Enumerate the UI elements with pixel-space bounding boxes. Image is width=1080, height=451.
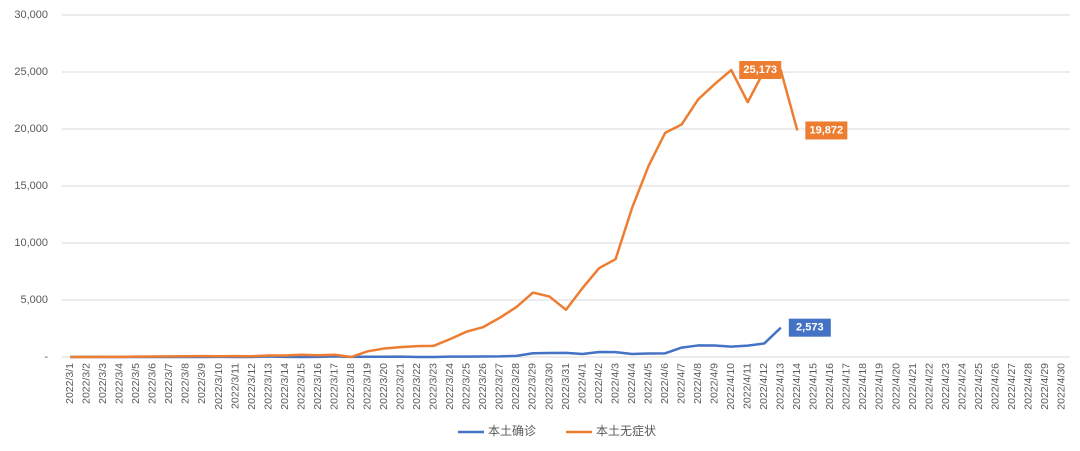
x-tick-label: 2022/4/24 — [956, 363, 968, 410]
legend-label: 本土无症状 — [596, 423, 656, 438]
x-tick-label: 2022/4/10 — [725, 363, 737, 410]
x-tick-label: 2022/3/23 — [428, 363, 440, 410]
x-tick-label: 2022/4/11 — [742, 363, 754, 409]
x-tick-label: 2022/4/13 — [775, 363, 787, 410]
x-tick-label: 2022/4/25 — [973, 363, 985, 410]
data-label: 19,872 — [810, 124, 844, 136]
x-tick-label: 2022/4/18 — [857, 363, 869, 410]
x-tick-label: 2022/3/7 — [163, 363, 175, 404]
x-tick-label: 2022/3/4 — [114, 363, 126, 404]
y-tick-label: 25,000 — [14, 66, 48, 78]
x-tick-label: 2022/4/12 — [758, 363, 770, 410]
x-tick-label: 2022/3/8 — [180, 363, 192, 404]
x-tick-label: 2022/4/19 — [874, 363, 886, 410]
label-box — [739, 61, 782, 80]
series-line — [70, 326, 782, 359]
x-tick-label: 2022/4/23 — [940, 363, 952, 410]
x-tick-label: 2022/4/29 — [1039, 363, 1051, 410]
x-tick-label: 2022/4/22 — [923, 363, 935, 410]
x-tick-label: 2022/4/21 — [907, 363, 919, 410]
x-tick-label: 2022/4/20 — [890, 363, 902, 410]
x-tick-label: 2022/4/8 — [692, 363, 704, 404]
x-tick-label: 2022/3/11 — [229, 363, 241, 409]
x-tick-label: 2022/3/6 — [147, 363, 159, 404]
x-tick-label: 2022/3/24 — [444, 363, 456, 410]
y-tick-label: 10,000 — [14, 237, 48, 249]
x-tick-label: 2022/4/26 — [989, 363, 1001, 410]
x-tick-label: 2022/3/9 — [196, 363, 208, 404]
x-tick-label: 2022/3/14 — [279, 363, 291, 410]
x-tick-label: 2022/3/22 — [411, 363, 423, 410]
y-tick-label: - — [44, 351, 48, 363]
legend-label: 本土确诊 — [488, 424, 536, 438]
x-tick-label: 2022/3/2 — [81, 363, 93, 404]
x-tick-label: 2022/3/13 — [262, 363, 274, 410]
x-tick-label: 2022/3/15 — [295, 363, 307, 410]
x-tick-label: 2022/4/27 — [1006, 363, 1018, 410]
x-tick-label: 2022/3/29 — [527, 363, 539, 410]
x-tick-label: 2022/3/3 — [97, 363, 109, 404]
x-tick-label: 2022/3/16 — [312, 363, 324, 410]
label-box — [805, 121, 848, 140]
x-tick-label: 2022/4/14 — [791, 363, 803, 410]
x-tick-label: 2022/4/7 — [675, 363, 687, 404]
x-tick-label: 2022/3/27 — [494, 363, 506, 410]
x-tick-label: 2022/4/6 — [659, 363, 671, 404]
x-tick-label: 2022/4/15 — [808, 363, 820, 410]
x-tick-label: 2022/4/28 — [1022, 363, 1034, 410]
data-label: 2,573 — [796, 322, 824, 334]
x-tick-label: 2022/3/20 — [378, 363, 390, 410]
x-tick-label: 2022/3/19 — [361, 363, 373, 410]
x-tick-label: 2022/4/30 — [1056, 363, 1068, 410]
x-tick-label: 2022/3/5 — [130, 363, 142, 404]
x-tick-label: 2022/4/9 — [709, 363, 721, 404]
x-tick-label: 2022/3/17 — [328, 363, 340, 410]
y-tick-label: 20,000 — [14, 123, 48, 135]
x-tick-label: 2022/4/1 — [576, 363, 588, 404]
x-tick-label: 2022/3/26 — [477, 363, 489, 410]
x-tick-label: 2022/3/28 — [510, 363, 522, 410]
label-box — [788, 318, 831, 337]
x-tick-label: 2022/4/3 — [609, 363, 621, 404]
x-tick-label: 2022/3/18 — [345, 363, 357, 410]
y-tick-label: 30,000 — [14, 9, 48, 21]
x-tick-label: 2022/3/10 — [213, 363, 225, 410]
y-tick-label: 5,000 — [20, 294, 48, 306]
x-tick-label: 2022/3/21 — [395, 363, 407, 410]
x-tick-label: 2022/4/5 — [642, 363, 654, 404]
y-tick-label: 15,000 — [14, 180, 48, 192]
x-tick-label: 2022/4/16 — [824, 363, 836, 410]
data-label: 25,173 — [743, 64, 777, 76]
x-tick-label: 2022/3/30 — [543, 363, 555, 410]
x-tick-label: 2022/3/1 — [64, 363, 76, 404]
x-tick-label: 2022/3/25 — [461, 363, 473, 410]
series-line — [70, 68, 799, 359]
x-tick-label: 2022/4/4 — [626, 363, 638, 404]
x-tick-label: 2022/3/12 — [246, 363, 258, 410]
x-tick-label: 2022/3/31 — [560, 363, 572, 410]
x-tick-label: 2022/4/2 — [593, 363, 605, 404]
x-tick-label: 2022/4/17 — [841, 363, 853, 410]
